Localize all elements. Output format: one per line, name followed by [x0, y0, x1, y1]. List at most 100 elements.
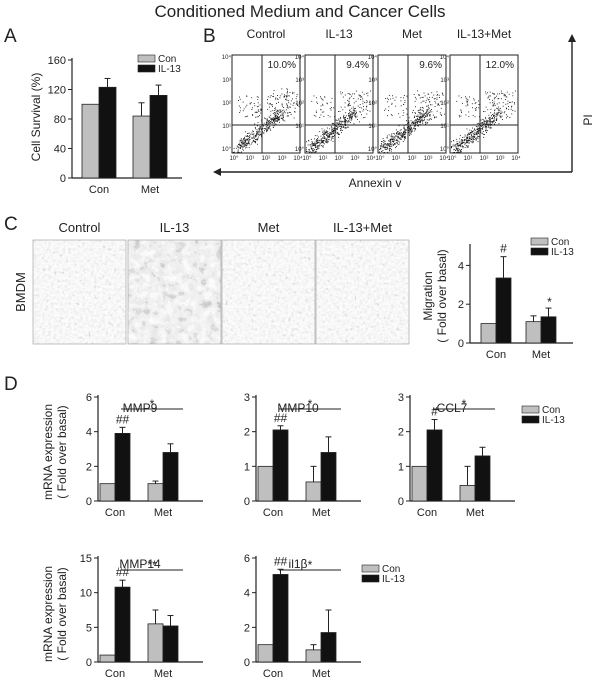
flow-dot — [271, 104, 272, 106]
flow-dot — [266, 119, 268, 121]
bar-con-con — [257, 465, 274, 502]
flow-dot — [493, 113, 495, 115]
flow-dot — [470, 132, 471, 133]
flow-dot — [393, 139, 395, 140]
flow-dot — [489, 127, 491, 129]
flow-dot — [355, 100, 357, 102]
flow-dot — [427, 93, 429, 95]
flow-dot — [233, 151, 235, 153]
flow-dot — [394, 139, 396, 141]
flow-dot — [257, 125, 258, 127]
flow-dot — [415, 121, 417, 123]
flow-dot — [320, 96, 321, 98]
flow-dot — [486, 130, 488, 131]
flow-dot — [389, 144, 390, 146]
flow-dot — [327, 135, 328, 137]
flow-dot — [327, 127, 328, 129]
flow-dot — [388, 145, 390, 146]
flow-y-tick-label: 10² — [295, 101, 304, 107]
flow-dot — [326, 130, 327, 132]
flow-dot — [256, 106, 258, 108]
legend-swatch-con — [521, 405, 540, 414]
flow-dot — [327, 134, 329, 136]
flow-dot — [343, 116, 345, 117]
flow-dot — [316, 148, 318, 150]
flow-dot — [347, 103, 349, 105]
flow-dot — [462, 140, 464, 142]
flow-dot — [397, 136, 399, 138]
flow-dot — [311, 152, 313, 153]
flow-dot — [345, 122, 347, 123]
flow-dot — [499, 114, 501, 116]
flow-dot — [482, 122, 483, 123]
flow-dot — [410, 128, 412, 129]
flow-dot — [339, 110, 341, 112]
flow-dot — [293, 102, 295, 104]
flow-dot — [274, 119, 276, 121]
micrograph-image — [128, 240, 221, 344]
flow-y-tick-label: 10⁴ — [368, 54, 378, 61]
flow-dot — [295, 98, 297, 100]
flow-dot — [431, 104, 433, 106]
legend-label-con: Con — [542, 405, 560, 416]
flow-dot — [266, 129, 267, 131]
y-axis-label: Cell Survival (%) — [29, 73, 43, 162]
flow-dot — [321, 128, 323, 130]
flow-dot — [245, 139, 247, 141]
flow-dot — [489, 125, 491, 127]
flow-dot — [434, 98, 436, 99]
flow-dot — [331, 136, 333, 138]
flow-dot — [264, 130, 265, 132]
legend-label-il13: IL-13 — [158, 64, 181, 75]
flow-dot — [501, 92, 502, 94]
flow-dot — [418, 111, 420, 113]
flow-dot — [313, 148, 315, 150]
flow-dot — [362, 100, 364, 102]
flow-dot — [352, 109, 354, 111]
flow-dot — [508, 108, 510, 110]
flow-dot — [338, 132, 340, 134]
flow-dot — [256, 139, 257, 141]
flow-x-tick-label: 10¹ — [464, 156, 473, 162]
flow-dot — [429, 114, 431, 116]
flow-dot — [249, 137, 250, 138]
flow-dot — [456, 141, 458, 143]
flow-dot — [466, 138, 468, 140]
flow-dot — [465, 105, 467, 107]
flow-dot — [414, 125, 416, 126]
flow-dot — [393, 133, 395, 134]
flow-dot — [415, 123, 416, 125]
flow-dot — [476, 129, 478, 131]
flow-dot — [399, 138, 401, 140]
flow-dot — [241, 143, 243, 145]
flow-dot — [345, 119, 347, 121]
flow-dot — [490, 127, 492, 129]
flow-dot — [422, 122, 424, 124]
flow-dot — [270, 123, 272, 125]
flow-dot — [266, 128, 268, 130]
flow-dot — [481, 125, 483, 127]
flow-dot — [460, 144, 462, 146]
flow-dot — [471, 132, 472, 133]
flow-dot — [246, 143, 248, 144]
flow-dot — [422, 113, 424, 115]
flow-dot — [283, 96, 285, 98]
flow-y-tick-label: 10³ — [222, 78, 231, 84]
flow-dot — [331, 123, 333, 125]
flow-dot — [404, 134, 406, 135]
flow-dot — [501, 115, 503, 117]
flow-dot — [256, 133, 258, 134]
flow-dot — [244, 141, 246, 143]
flow-dot — [467, 101, 468, 102]
flow-dot — [321, 145, 322, 147]
flow-dot — [463, 139, 465, 141]
flow-dot — [494, 96, 496, 98]
flow-dot — [477, 135, 479, 137]
flow-dot — [268, 122, 270, 124]
flow-dot — [366, 113, 368, 115]
flow-dot — [485, 91, 487, 93]
flow-dot — [399, 133, 401, 135]
flow-dot — [492, 121, 494, 123]
flow-dot — [344, 106, 346, 108]
flow-dot — [426, 105, 428, 107]
